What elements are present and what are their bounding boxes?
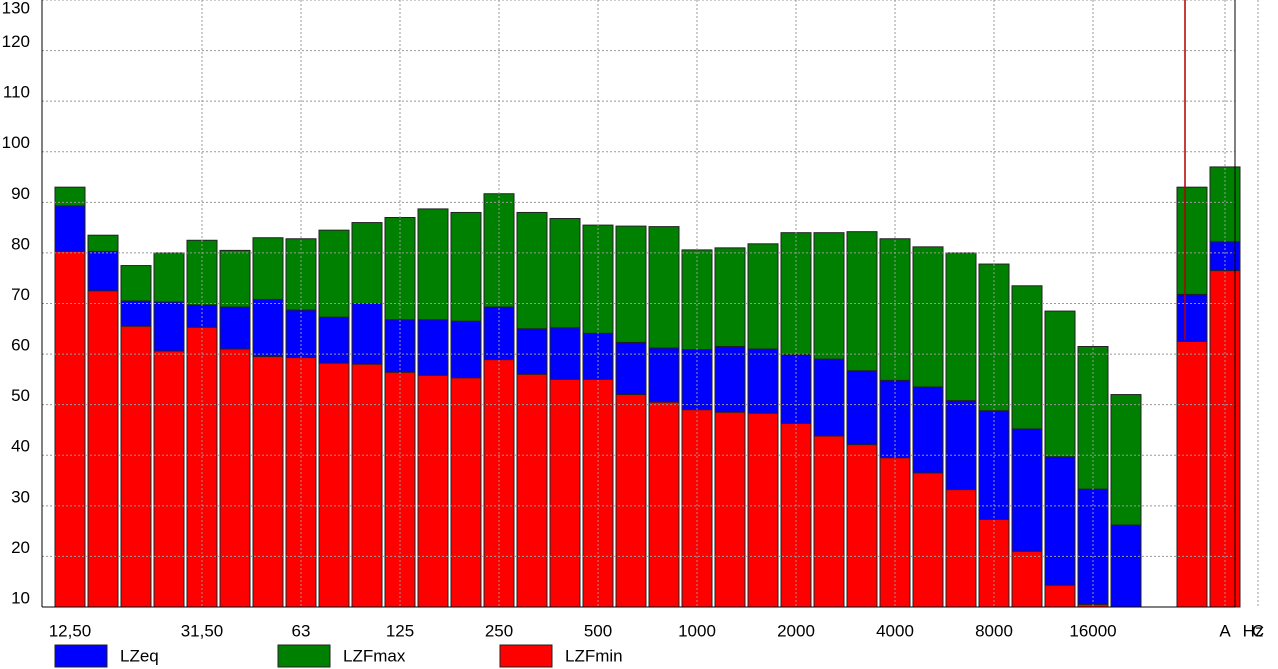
x-axis-label: Hz [1243,621,1264,640]
bar [153,350,185,608]
bar [1110,524,1142,608]
bar [87,290,119,608]
x-tick-label: 500 [584,621,612,640]
y-tick-label: 50 [11,386,30,405]
y-tick-label: 90 [11,184,30,203]
y-tick-label: 120 [2,32,30,51]
bar [912,472,944,608]
bar [945,489,977,608]
y-tick-label: 80 [11,234,30,253]
y-tick-label: 30 [11,487,30,506]
bar [252,356,284,608]
bar [1011,550,1043,608]
bar [54,250,86,608]
bar [351,363,383,608]
legend-swatch [277,644,331,668]
x-tick-label: 63 [292,621,311,640]
bar [648,401,680,608]
y-tick-label: 10 [11,588,30,607]
y-tick-label: 70 [11,285,30,304]
bar [516,373,548,608]
x-tick-label: 2000 [777,621,815,640]
x-tick-label: 12,50 [49,621,92,640]
x-tick-label: 250 [485,621,513,640]
y-tick-label: 60 [11,336,30,355]
legend-label: LZeq [120,646,159,665]
x-tick-label: A [1219,621,1231,640]
x-tick-label: 125 [386,621,414,640]
legend-swatch [499,644,553,668]
legend-label: LZFmin [565,646,623,665]
bar [747,412,779,608]
y-tick-label: 130 [2,0,30,17]
x-tick-label: C [1252,621,1264,640]
bar [417,374,449,608]
bar [1044,456,1076,608]
bar [813,435,845,608]
legend-label: LZFmax [343,646,406,665]
bar [1176,340,1208,608]
bar [219,348,251,608]
bar [450,377,482,608]
bar [846,444,878,608]
bar [615,394,647,608]
bar [780,422,812,608]
y-tick-label: 20 [11,538,30,557]
x-tick-label: 8000 [975,621,1013,640]
x-tick-label: 4000 [876,621,914,640]
legend-swatch [54,644,108,668]
x-tick-label: 1000 [678,621,716,640]
bar [1044,584,1076,608]
x-tick-label: 31,50 [181,621,224,640]
bar [318,362,350,608]
bar [714,411,746,608]
y-tick-label: 40 [11,437,30,456]
bar [120,325,152,608]
y-tick-label: 100 [2,133,30,152]
y-tick-label: 110 [3,83,30,102]
x-tick-label: 16000 [1069,621,1116,640]
bar [549,378,581,608]
